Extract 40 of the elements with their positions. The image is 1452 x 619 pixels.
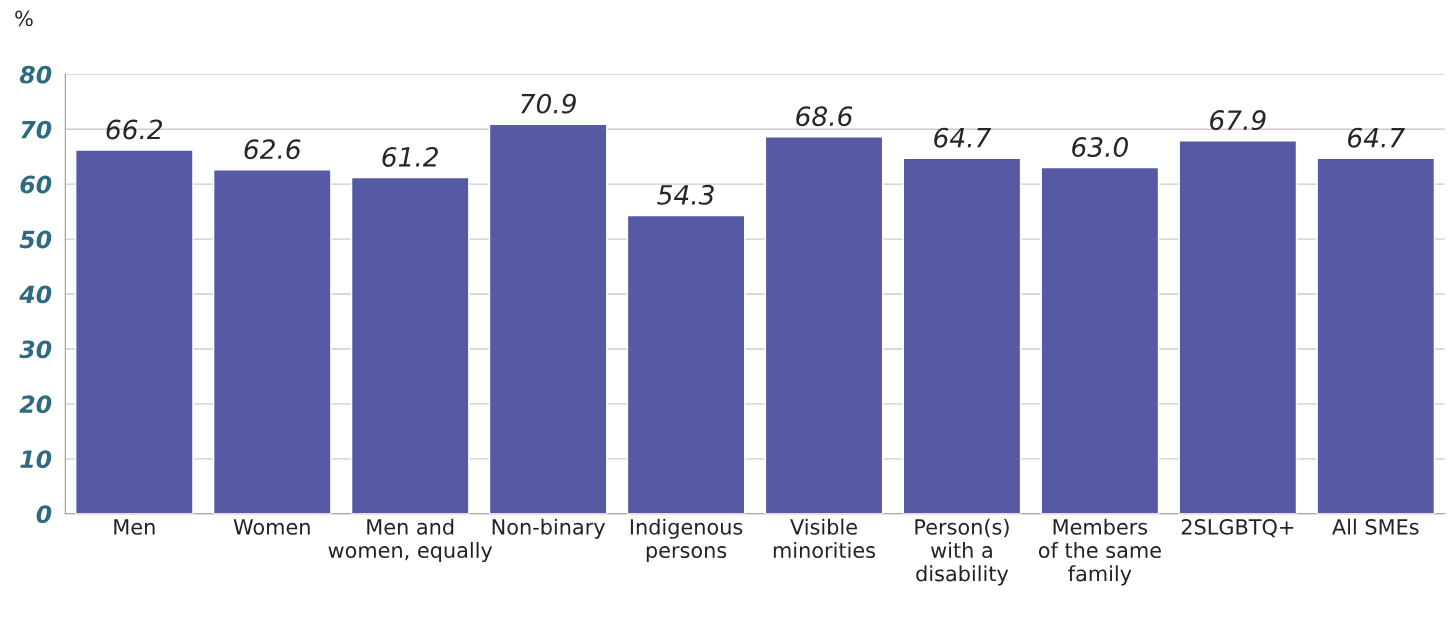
bar xyxy=(626,214,746,514)
data-label: 54.3 xyxy=(657,184,714,205)
x-tick-label: Visible minorities xyxy=(773,518,875,559)
data-label: 66.2 xyxy=(106,119,163,140)
bar xyxy=(1178,140,1298,514)
y-tick-label: 60 xyxy=(20,175,52,194)
data-label: 64.7 xyxy=(1348,127,1405,148)
data-label: 63.0 xyxy=(1072,137,1128,157)
y-tick-label: 80 xyxy=(19,65,52,84)
bar xyxy=(74,149,194,514)
bar xyxy=(212,169,332,514)
x-tick-label: Men xyxy=(114,519,155,535)
y-tick-label: 0 xyxy=(36,505,52,524)
data-label: 62.6 xyxy=(244,139,301,160)
x-tick-label: Men and women, equally xyxy=(328,518,493,563)
bar xyxy=(1316,157,1436,514)
y-tick-label: 10 xyxy=(20,450,52,469)
x-tick-label: Members of the same family xyxy=(1038,518,1161,586)
y-tick-label: 40 xyxy=(19,285,52,304)
x-tick-label: All SMEs xyxy=(1332,518,1419,535)
x-tick-label: Person(s) with a disability xyxy=(915,518,1009,586)
data-label: 68.6 xyxy=(796,106,853,127)
data-label: 61.2 xyxy=(382,146,438,167)
bar xyxy=(764,136,884,514)
y-tick-label: 50 xyxy=(19,230,52,249)
bar xyxy=(350,176,470,514)
x-tick-label: 2SLGBTQ+ xyxy=(1181,519,1294,538)
y-tick-label: 70 xyxy=(21,120,52,139)
data-label: 64.7 xyxy=(934,127,992,148)
x-tick-label: Women xyxy=(233,519,310,535)
bar xyxy=(902,157,1022,514)
y-axis-title: % xyxy=(15,10,33,27)
x-tick-label: Non-binary xyxy=(492,518,605,539)
y-tick-label: 20 xyxy=(19,395,52,414)
data-label: 67.9 xyxy=(1210,110,1266,131)
x-tick-label: Indigenous persons xyxy=(630,518,743,563)
y-tick-label: 30 xyxy=(19,340,52,359)
data-label: 70.9 xyxy=(521,93,576,114)
bar xyxy=(488,123,608,514)
bar xyxy=(1040,166,1160,514)
